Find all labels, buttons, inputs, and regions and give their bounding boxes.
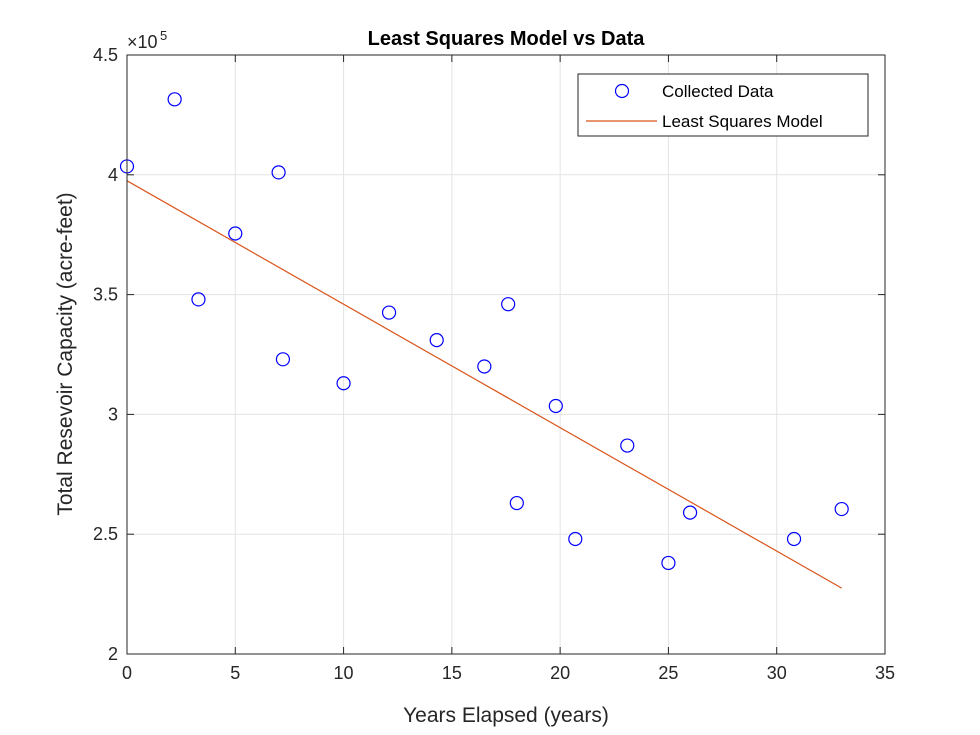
y-tick-label: 4: [108, 165, 118, 185]
data-point-marker: [661, 555, 676, 571]
chart-title: Least Squares Model vs Data: [368, 28, 646, 50]
data-point-marker: [336, 376, 351, 391]
y-tick-label: 4.5: [93, 45, 118, 65]
data-point-marker: [275, 352, 291, 367]
x-tick-label: 30: [767, 663, 787, 683]
legend-label-least-squares-model: Least Squares Model: [662, 112, 823, 131]
data-point-marker: [786, 531, 802, 547]
plot-area: [127, 55, 885, 654]
x-axis-label: Years Elapsed (years): [403, 704, 609, 727]
y-multiplier-base: ×10: [127, 32, 158, 52]
data-point-marker: [271, 165, 286, 180]
y-tick-labels: 2 2.5 3 3.5 4 4.5: [93, 45, 118, 664]
x-tick-label: 35: [875, 663, 895, 683]
data-point-marker: [548, 398, 563, 414]
data-point-marker: [228, 226, 243, 241]
data-point-marker: [509, 495, 524, 511]
data-point-marker: [568, 531, 583, 547]
data-point-marker: [501, 297, 516, 312]
data-point-marker: [191, 292, 206, 307]
data-point-marker: [834, 501, 849, 517]
least-squares-model-line: [126, 180, 842, 589]
x-tick-label: 0: [122, 663, 132, 683]
model-line-layer: [126, 180, 842, 589]
data-point-marker: [429, 333, 444, 348]
y-axis-label: Total Resevoir Capacity (acre-feet): [54, 192, 77, 515]
ticks: [126, 54, 886, 655]
y-tick-label: 2: [108, 644, 118, 664]
axes-box: [126, 54, 886, 655]
data-point-marker: [682, 505, 698, 520]
x-tick-label: 5: [230, 663, 240, 683]
x-tick-label: 10: [334, 663, 354, 683]
data-point-marker: [381, 305, 397, 320]
legend-label-collected-data: Collected Data: [662, 82, 774, 101]
legend: Collected Data Least Squares Model: [577, 73, 869, 137]
x-tick-labels: 0 5 10 15 20 25 30 35: [122, 663, 895, 683]
y-tick-label: 2.5: [93, 524, 118, 544]
legend-marker-collected-data: [614, 83, 630, 99]
y-tick-label: 3.5: [93, 285, 118, 305]
x-tick-label: 20: [550, 663, 570, 683]
data-markers: [119, 92, 849, 571]
y-tick-label: 3: [108, 404, 118, 424]
x-tick-label: 15: [442, 663, 462, 683]
data-point-marker: [167, 92, 182, 107]
data-point-marker: [620, 438, 635, 453]
x-tick-label: 25: [658, 663, 678, 683]
legend-box: [577, 73, 869, 137]
data-point-marker: [477, 359, 492, 374]
y-multiplier-exponent: 5: [160, 28, 167, 43]
